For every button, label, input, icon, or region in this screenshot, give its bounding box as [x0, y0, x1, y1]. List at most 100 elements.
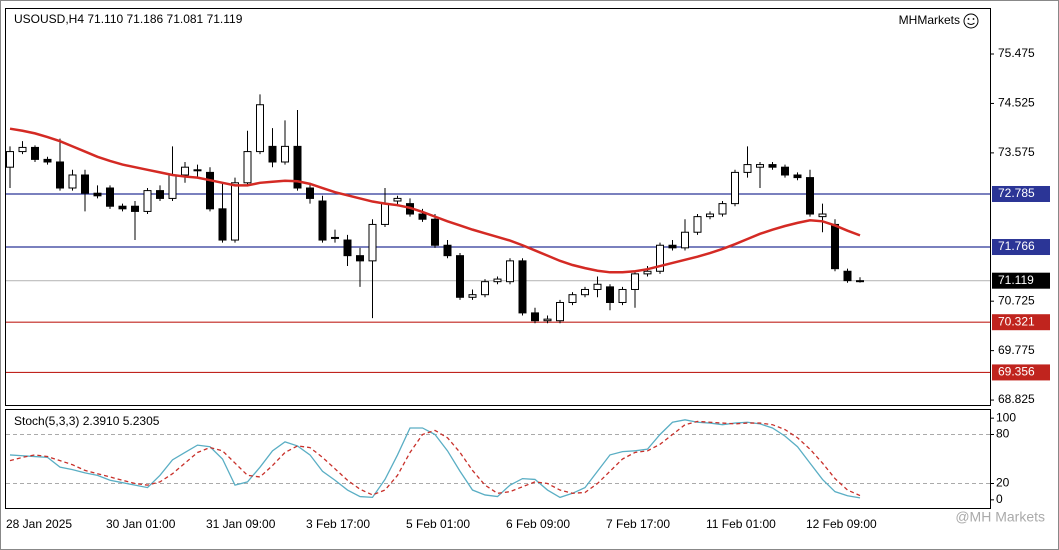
y-tick-label: 80 [996, 427, 1010, 441]
candle-body [606, 286, 614, 303]
y-tick-label: 68.825 [998, 392, 1035, 406]
candle-body [681, 231, 689, 249]
candle-body [331, 236, 339, 239]
candle-body [818, 213, 827, 218]
x-tick-label: 5 Feb 01:00 [406, 517, 470, 531]
level-label-bg [992, 239, 1050, 256]
y-tick-label: 75.475 [998, 46, 1035, 60]
candle-body [268, 145, 277, 163]
y-tick-label: 73.575 [998, 145, 1035, 159]
candle-body [856, 280, 864, 283]
candle-body [718, 203, 727, 215]
candle-body [781, 166, 789, 176]
brand: MHMarkets [899, 13, 960, 27]
candle-body [643, 270, 652, 275]
y-tick-label: 69.775 [998, 343, 1035, 357]
main-panel [5, 8, 991, 406]
level-label: 70.321 [998, 314, 1035, 328]
candle-body [168, 174, 177, 199]
candle-body [343, 239, 352, 257]
x-tick-label: 11 Feb 01:00 [706, 517, 776, 531]
candle-body [843, 270, 852, 282]
candle-body [18, 146, 27, 153]
candle-body [656, 244, 664, 272]
stoch-title: Stoch(5,3,3) 2.3910 5.2305 [14, 414, 160, 428]
y-tick-label: 0 [996, 492, 1003, 506]
candle-body [193, 169, 202, 172]
candle-body [143, 190, 152, 212]
candle-body [31, 146, 39, 160]
candle-body [668, 244, 677, 249]
candle-body [756, 164, 764, 168]
candle-body [68, 174, 77, 189]
x-tick-label: 6 Feb 09:00 [506, 517, 570, 531]
candle-body [118, 205, 127, 210]
candle-body [568, 294, 577, 303]
candle-body [206, 171, 214, 210]
candle-body [231, 182, 239, 241]
candle-body [93, 192, 102, 197]
candle-body [218, 208, 227, 241]
candle-body [318, 200, 327, 241]
candle-body [693, 216, 702, 233]
y-tick-label: 70.725 [998, 293, 1035, 307]
level-label-bg [992, 314, 1050, 331]
candle-body [618, 288, 627, 303]
candle-body [356, 255, 364, 262]
y-tick-label: 100 [996, 410, 1016, 424]
candle-body [131, 205, 139, 212]
candle-body [831, 223, 839, 270]
level-label: 71.766 [998, 239, 1035, 253]
candle-body [393, 197, 402, 202]
candle-body [156, 190, 164, 199]
chart-title: USOUSD,H4 71.110 71.186 71.081 71.119 [14, 12, 243, 26]
candle-body [181, 166, 189, 176]
candle-body [768, 164, 777, 168]
candle-body [456, 255, 464, 298]
candle-body [306, 187, 314, 199]
candle-body [706, 213, 714, 218]
stoch-panel [5, 409, 991, 509]
level-label: 71.119 [998, 273, 1034, 287]
candle-body [81, 174, 89, 194]
candle-body [631, 273, 639, 290]
candle-body [506, 260, 514, 283]
candle-body [593, 283, 602, 290]
level-label-bg [992, 272, 1050, 289]
candle-body [368, 223, 377, 262]
candle-body [431, 218, 439, 246]
moving-average [9, 127, 861, 274]
candle-body [531, 312, 539, 322]
level-label-bg [992, 185, 1050, 202]
y-tick-label: 74.525 [998, 96, 1035, 110]
candle-body [806, 177, 814, 215]
x-tick-label: 7 Feb 17:00 [606, 517, 670, 531]
level-label-bg [992, 364, 1050, 381]
candle-body [481, 281, 489, 296]
x-tick-label: 3 Feb 17:00 [306, 517, 370, 531]
stoch-line [9, 420, 861, 497]
candle-body [106, 187, 114, 207]
candle-body [6, 151, 14, 168]
candle-body [731, 171, 739, 205]
candle-body [518, 260, 527, 314]
candle-body [381, 203, 389, 225]
candle-body [581, 288, 589, 296]
candle-body [793, 174, 802, 179]
candle-body [556, 301, 564, 322]
x-tick-label: 31 Jan 09:00 [206, 517, 276, 531]
candle-body [281, 145, 289, 163]
y-tick-label: 20 [996, 476, 1010, 490]
level-label: 72.785 [998, 186, 1035, 200]
candle-body [243, 151, 252, 184]
candle-body [56, 161, 64, 189]
candle-body [418, 213, 427, 220]
x-tick-label: 30 Jan 01:00 [106, 517, 176, 531]
candle-body [743, 164, 752, 173]
candle-body [43, 158, 52, 163]
x-tick-label: 28 Jan 2025 [6, 517, 72, 531]
x-tick-label: 12 Feb 09:00 [806, 517, 877, 531]
candle-body [443, 244, 452, 257]
